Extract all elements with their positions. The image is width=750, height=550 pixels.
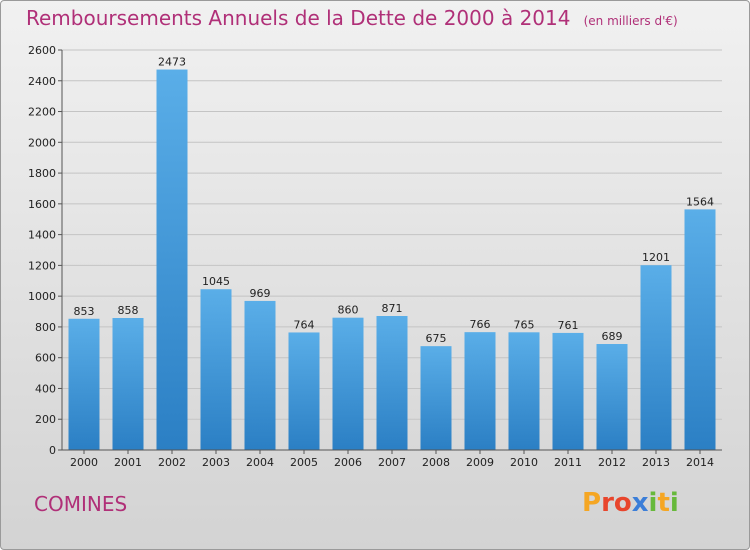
bar-2003: [200, 289, 232, 450]
chart-subtitle: (en milliers d'€): [583, 14, 678, 28]
x-tick-label-2003: 2003: [202, 456, 230, 469]
value-label-2002: 2473: [158, 56, 186, 69]
y-tick-label: 1800: [28, 167, 56, 180]
y-tick-label: 200: [35, 413, 56, 426]
x-tick-label-2013: 2013: [642, 456, 670, 469]
y-tick-label: 400: [35, 382, 56, 395]
y-tick-label: 1200: [28, 259, 56, 272]
value-label-2006: 860: [338, 304, 359, 317]
y-tick-label: 800: [35, 321, 56, 334]
bar-2013: [640, 265, 672, 450]
x-tick-label-2009: 2009: [466, 456, 494, 469]
bar-2000: [68, 318, 100, 450]
value-label-2008: 675: [426, 332, 447, 345]
city-name: COMINES: [34, 492, 128, 516]
y-tick-label: 1000: [28, 290, 56, 303]
y-tick-label: 2200: [28, 106, 56, 119]
x-tick-label-2000: 2000: [70, 456, 98, 469]
bar-2004: [244, 300, 276, 450]
x-tick-label-2014: 2014: [686, 456, 714, 469]
value-label-2012: 689: [602, 330, 623, 343]
proxiti-logo: Proxiti: [582, 488, 679, 518]
bar-2011: [552, 332, 584, 450]
x-tick-label-2002: 2002: [158, 456, 186, 469]
x-tick-label-2010: 2010: [510, 456, 538, 469]
value-label-2009: 766: [470, 318, 491, 331]
bar-2002: [156, 69, 188, 451]
value-label-2000: 853: [74, 305, 95, 318]
x-tick-label-2001: 2001: [114, 456, 142, 469]
value-label-2005: 764: [294, 318, 315, 331]
bar-2012: [596, 344, 628, 450]
value-label-2013: 1201: [642, 251, 670, 264]
y-tick-label: 600: [35, 352, 56, 365]
value-label-2003: 1045: [202, 275, 230, 288]
value-label-2004: 969: [250, 287, 271, 300]
value-label-2010: 765: [514, 318, 535, 331]
title-row: Remboursements Annuels de la Dette de 20…: [26, 6, 678, 30]
x-tick-label-2012: 2012: [598, 456, 626, 469]
x-tick-label-2004: 2004: [246, 456, 274, 469]
y-tick-label: 2000: [28, 136, 56, 149]
value-label-2007: 871: [382, 302, 403, 315]
bar-2008: [420, 346, 452, 450]
chart-title: Remboursements Annuels de la Dette de 20…: [26, 6, 571, 30]
bar-2007: [376, 316, 408, 450]
x-tick-label-2008: 2008: [422, 456, 450, 469]
bar-2009: [464, 332, 496, 450]
value-label-2001: 858: [118, 304, 139, 317]
bar-2001: [112, 318, 144, 450]
x-tick-label-2005: 2005: [290, 456, 318, 469]
bar-2014: [684, 209, 716, 450]
y-tick-label: 0: [49, 444, 56, 457]
x-tick-label-2007: 2007: [378, 456, 406, 469]
y-tick-label: 1600: [28, 198, 56, 211]
bar-2010: [508, 332, 540, 450]
bar-2006: [332, 317, 364, 450]
y-tick-label: 2600: [28, 44, 56, 57]
y-tick-label: 1400: [28, 229, 56, 242]
x-tick-label-2006: 2006: [334, 456, 362, 469]
value-label-2011: 761: [558, 319, 579, 332]
value-label-2014: 1564: [686, 195, 714, 208]
x-tick-label-2011: 2011: [554, 456, 582, 469]
bar-2005: [288, 332, 320, 450]
y-tick-label: 2400: [28, 75, 56, 88]
